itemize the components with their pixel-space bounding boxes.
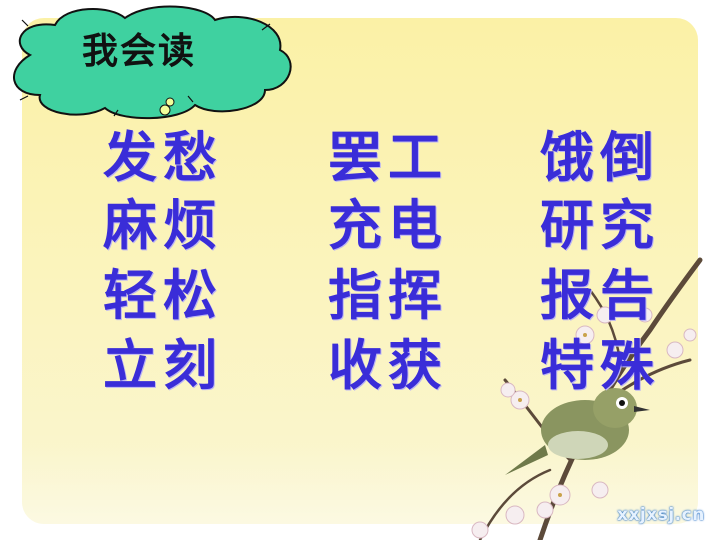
word-item: 报告	[540, 263, 660, 327]
word-item: 研究	[540, 193, 660, 257]
word-item: 立刻	[103, 333, 223, 397]
branch-bird-illustration	[471, 257, 703, 540]
word-item: 充电	[328, 193, 448, 257]
word-item: 轻松	[103, 263, 223, 327]
slide-title: 我会读	[82, 30, 197, 72]
word-item: 特殊	[540, 333, 660, 397]
word-item: 指挥	[328, 263, 448, 327]
word-item: 发愁	[103, 125, 223, 189]
watermark: xxjxsj.cn	[617, 505, 705, 525]
word-item: 饿倒	[540, 125, 660, 189]
word-item: 罢工	[328, 125, 448, 189]
word-item: 麻烦	[103, 193, 223, 257]
word-item: 收获	[328, 333, 448, 397]
cloud-shape	[13, 5, 292, 120]
